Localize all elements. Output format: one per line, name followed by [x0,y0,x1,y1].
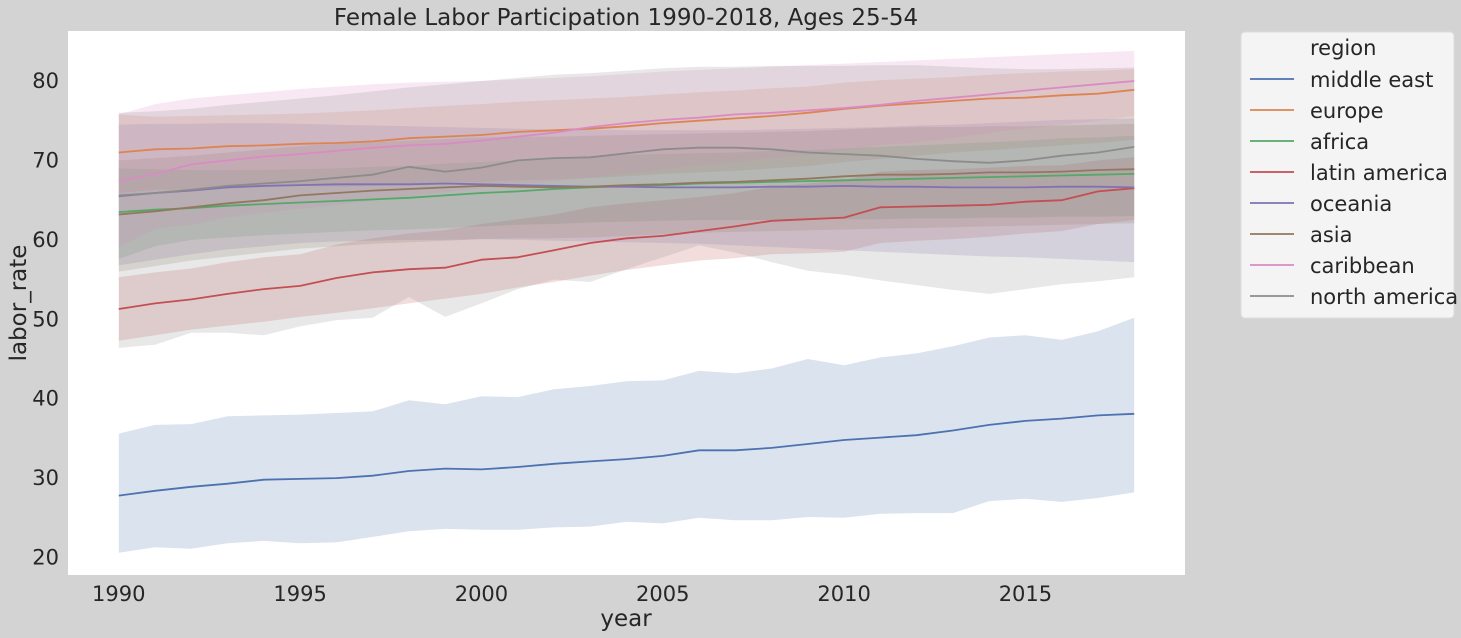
x-tick-label: 1995 [273,582,326,606]
y-tick-label: 20 [32,546,59,570]
chart-title: Female Labor Participation 1990-2018, Ag… [334,5,918,31]
x-tick-label: 2010 [817,582,870,606]
y-tick-label: 60 [32,228,59,252]
line-north-america [118,146,1135,197]
legend-label: caribbean [1310,254,1415,278]
y-axis-ticks: 20 30 40 50 60 70 80 [32,69,59,569]
y-tick-label: 40 [32,387,59,411]
plot-area [68,31,1185,575]
legend-label: asia [1310,223,1353,247]
legend-label: north america [1310,285,1458,309]
y-axis-label: labor_rate [6,245,32,362]
band-africa [118,135,1135,259]
legend-label: europe [1310,99,1384,123]
legend-item-europe: europe [1250,99,1384,123]
band-caribbean [118,50,1135,248]
x-tick-label: 1990 [92,582,145,606]
band-europe [118,69,1135,193]
legend-label: oceania [1310,192,1392,216]
legend-title: region [1310,36,1376,60]
band-latin-america [118,157,1135,341]
legend-item-middle-east: middle east [1250,68,1433,92]
x-axis-label: year [600,606,652,632]
y-tick-label: 70 [32,148,59,172]
series-lines [118,80,1135,497]
legend-label: middle east [1310,68,1433,92]
legend: region middle east europe africa latin amer… [1240,31,1458,319]
legend-label: latin america [1310,161,1448,185]
band-middle-east [118,317,1135,553]
x-tick-label: 2000 [455,582,508,606]
legend-item-oceania: oceania [1250,192,1392,216]
line-caribbean [118,80,1135,182]
y-tick-label: 50 [32,307,59,331]
x-axis-ticks: 1990 1995 2000 2005 2010 2015 [92,582,1052,606]
legend-box [1240,31,1455,319]
x-tick-label: 2005 [636,582,689,606]
legend-item-north-america: north america [1250,285,1458,309]
band-asia [118,123,1135,272]
legend-item-africa: africa [1250,130,1369,154]
line-middle-east [118,412,1135,497]
y-tick-label: 80 [32,69,59,93]
confidence-bands [118,50,1135,553]
legend-label: africa [1310,130,1369,154]
line-latin-america [118,187,1135,310]
legend-item-asia: asia [1250,223,1353,247]
line-asia [118,168,1135,216]
legend-item-caribbean: caribbean [1250,254,1415,278]
x-tick-label: 2015 [999,582,1052,606]
legend-item-latin-america: latin america [1250,161,1448,185]
band-north-america [118,65,1135,348]
y-tick-label: 30 [32,466,59,490]
line-oceania [118,182,1135,198]
line-europe [118,88,1135,154]
